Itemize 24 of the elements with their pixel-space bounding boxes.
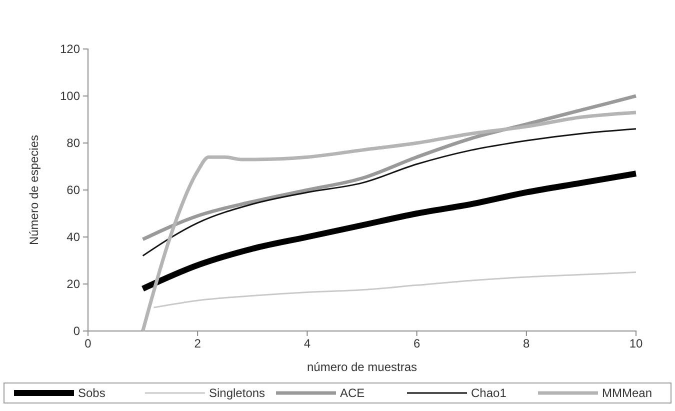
x-tick-label: 0 [84, 336, 92, 351]
y-tick-label: 80 [66, 136, 80, 150]
y-axis-title: Número de especies [27, 134, 41, 246]
y-tick-label: 20 [66, 276, 80, 291]
legend-label: Chao1 [471, 386, 507, 400]
y-tick-label: 100 [60, 88, 80, 103]
x-tick-label: 2 [194, 336, 202, 351]
x-axis-title: número de muestras [306, 360, 418, 374]
y-tick-label: 120 [60, 42, 80, 56]
x-tick-label: 4 [304, 336, 311, 351]
legend-label: ACE [340, 386, 365, 400]
legend-label: Singletons [209, 386, 266, 400]
line-series [153, 272, 637, 308]
y-tick-label: 40 [66, 230, 80, 244]
y-tick-label: 0 [73, 324, 80, 338]
x-tick-label: 10 [629, 336, 643, 351]
legend-label: MMMean [602, 386, 652, 400]
x-tick-label: 6 [413, 336, 420, 351]
y-tick-label: 60 [66, 182, 80, 197]
x-tick-label: 8 [523, 336, 530, 351]
line-series [142, 128, 637, 257]
legend-label: Sobs [78, 386, 106, 400]
line-series [141, 94, 638, 242]
line-series [141, 110, 638, 333]
